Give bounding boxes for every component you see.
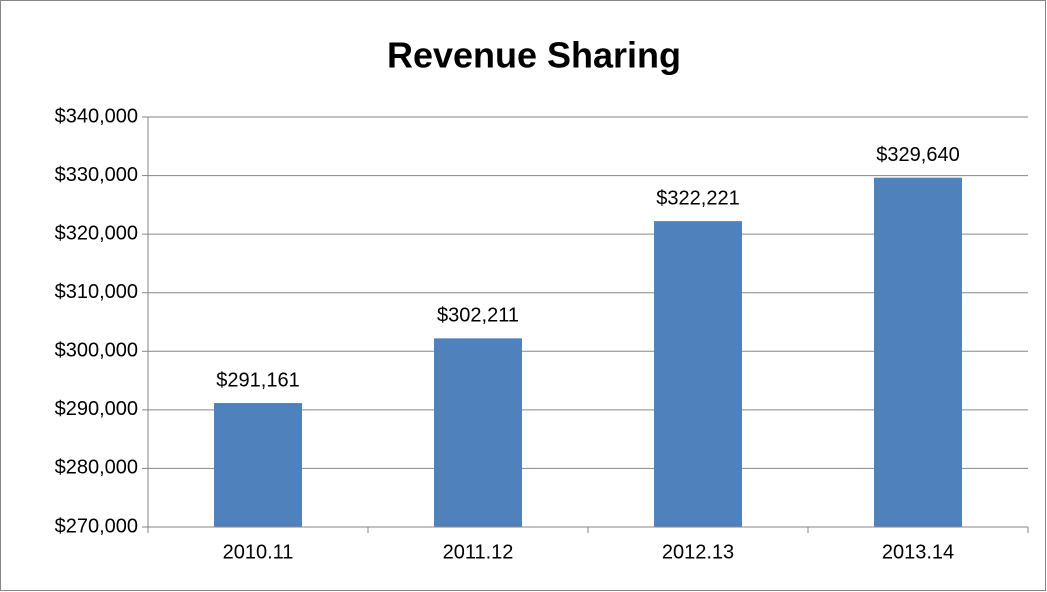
y-tick-label: $330,000 xyxy=(55,164,138,186)
data-label: $291,161 xyxy=(216,369,299,391)
bar xyxy=(874,177,962,527)
y-tick-label: $280,000 xyxy=(55,457,138,479)
data-label: $322,221 xyxy=(656,187,739,209)
bar xyxy=(654,221,742,527)
x-tick-label: 2013.14 xyxy=(882,541,954,563)
y-tick-label: $340,000 xyxy=(55,105,138,127)
x-tick-label: 2010.11 xyxy=(223,541,294,563)
x-tick-label: 2011.12 xyxy=(443,541,514,563)
y-tick-label: $270,000 xyxy=(55,515,138,537)
y-tick-label: $310,000 xyxy=(55,281,138,303)
y-tick-label: $300,000 xyxy=(55,340,138,362)
x-tick-label: 2012.13 xyxy=(662,541,734,563)
chart-title: Revenue Sharing xyxy=(387,35,681,76)
data-label: $302,211 xyxy=(437,305,519,327)
y-tick-label: $290,000 xyxy=(55,398,138,420)
y-tick-label: $320,000 xyxy=(55,222,138,244)
bar xyxy=(214,403,302,527)
data-label: $329,640 xyxy=(876,144,959,166)
bar xyxy=(434,338,522,527)
